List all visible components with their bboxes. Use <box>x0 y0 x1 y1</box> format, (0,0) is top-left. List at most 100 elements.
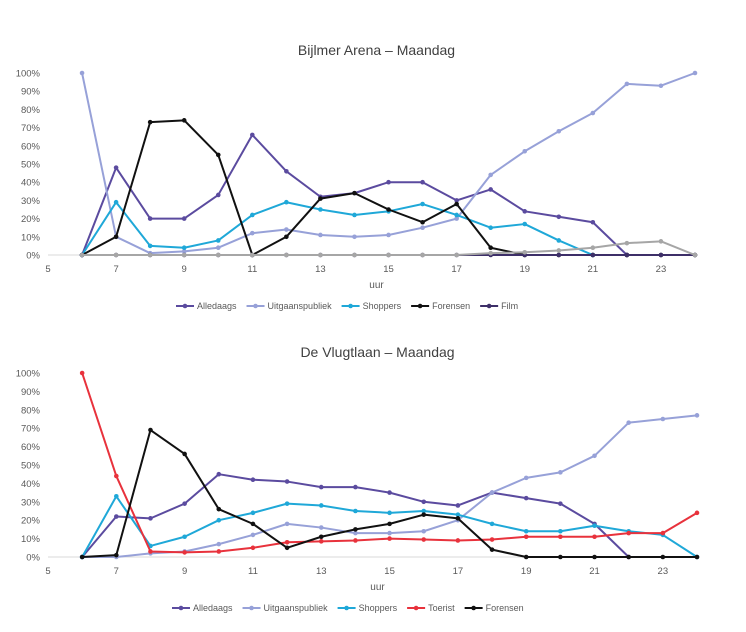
data-point-toerist <box>114 473 119 479</box>
data-point-shoppers <box>387 510 392 516</box>
legend-label-toerist: Toerist <box>428 603 455 613</box>
data-point-series-6 <box>386 252 391 258</box>
data-point-toerist <box>216 549 222 554</box>
x-tick-label: 15 <box>383 264 394 275</box>
y-tick-label: 60% <box>21 442 41 453</box>
y-tick-label: 80% <box>21 405 41 416</box>
data-point-alledaags <box>284 168 289 174</box>
data-point-forensen <box>420 219 425 225</box>
data-point-forensen <box>421 512 427 517</box>
data-point-toerist <box>626 530 631 536</box>
data-point-toerist <box>250 545 256 551</box>
data-point-uitgaanspubliek <box>181 249 187 254</box>
data-point-uitgaanspubliek <box>284 521 290 527</box>
data-point-shoppers <box>420 201 425 207</box>
data-point-shoppers <box>454 212 459 218</box>
y-tick-label: 0% <box>26 553 40 564</box>
data-point-shoppers <box>250 510 256 516</box>
x-tick-label: 9 <box>182 566 187 577</box>
data-point-uitgaanspubliek <box>420 225 425 230</box>
data-point-forensen <box>558 554 563 560</box>
data-point-series-6 <box>147 252 153 258</box>
data-point-forensen <box>318 196 323 201</box>
data-point-alledaags <box>590 219 596 225</box>
data-point-alledaags <box>181 216 187 221</box>
data-point-shoppers <box>592 523 597 529</box>
x-axis-label: uur <box>369 280 384 291</box>
data-point-uitgaanspubliek <box>523 475 529 481</box>
data-point-uitgaanspubliek <box>215 245 221 251</box>
y-tick-label: 90% <box>21 87 41 98</box>
series-line-uitgaanspubliek <box>81 72 696 255</box>
legend-label-alledaags: Alledaags <box>197 301 237 311</box>
data-point-forensen <box>352 190 357 196</box>
legend-label-forensen: Forensen <box>432 301 470 311</box>
x-tick-label: 19 <box>519 264 530 275</box>
y-tick-label: 20% <box>21 214 41 225</box>
legend-label-uitgaanspubliek: Uitgaanspubliek <box>264 603 329 613</box>
y-tick-label: 0% <box>26 251 40 262</box>
x-axis-label: uur <box>370 582 385 593</box>
data-point-uitgaanspubliek <box>318 525 324 530</box>
data-point-uitgaanspubliek <box>624 81 630 87</box>
data-point-shoppers <box>216 517 222 523</box>
data-point-alledaags <box>522 209 528 214</box>
data-point-uitgaanspubliek <box>694 413 700 418</box>
legend-label-film: Film <box>501 301 518 311</box>
data-point-uitgaanspubliek <box>79 70 85 76</box>
data-point-toerist <box>523 534 529 540</box>
legend-marker-toerist <box>413 605 419 611</box>
y-tick-label: 40% <box>21 178 41 189</box>
data-point-uitgaanspubliek <box>386 232 391 238</box>
data-point-series-6 <box>692 252 698 258</box>
data-point-uitgaanspubliek <box>352 234 357 240</box>
legend-marker-uitgaanspubliek <box>253 303 258 309</box>
data-point-forensen <box>489 547 495 552</box>
data-point-alledaags <box>556 214 562 220</box>
data-point-shoppers <box>421 508 427 514</box>
data-point-forensen <box>182 451 187 457</box>
data-point-forensen <box>215 152 221 158</box>
data-point-alledaags <box>420 179 425 185</box>
data-point-alledaags <box>284 479 290 484</box>
data-point-shoppers <box>284 199 289 205</box>
series-alledaags <box>79 471 631 560</box>
data-point-uitgaanspubliek <box>250 532 256 538</box>
data-point-uitgaanspubliek <box>660 416 666 422</box>
data-point-series-6 <box>113 252 119 258</box>
data-point-uitgaanspubliek <box>216 541 222 547</box>
data-point-forensen <box>284 234 289 240</box>
data-point-series-6 <box>79 252 85 258</box>
series-uitgaanspubliek <box>79 70 698 256</box>
data-point-series-6 <box>181 252 187 258</box>
y-tick-label: 20% <box>21 516 41 527</box>
y-tick-label: 70% <box>21 424 41 435</box>
data-point-uitgaanspubliek <box>387 530 392 536</box>
data-point-series-6 <box>250 252 255 258</box>
x-tick-label: 7 <box>113 264 118 275</box>
data-point-uitgaanspubliek <box>692 70 698 76</box>
data-point-shoppers <box>558 528 563 534</box>
series-shoppers <box>79 199 596 258</box>
data-point-alledaags <box>216 471 222 477</box>
y-tick-label: 50% <box>21 160 41 171</box>
data-point-series-6 <box>284 252 289 258</box>
data-point-alledaags <box>523 495 529 501</box>
x-tick-label: 9 <box>182 264 187 275</box>
data-point-uitgaanspubliek <box>556 128 562 134</box>
data-point-alledaags <box>454 198 459 203</box>
x-tick-label: 21 <box>588 264 599 275</box>
data-point-shoppers <box>147 243 153 249</box>
chart-title: Bijlmer Arena – Maandag <box>298 42 455 58</box>
legend-marker-forensen <box>417 303 423 309</box>
data-point-series-6 <box>318 252 323 258</box>
data-point-alledaags <box>455 503 461 508</box>
data-point-forensen <box>147 119 153 125</box>
data-point-shoppers <box>113 199 119 205</box>
data-point-alledaags <box>113 165 119 170</box>
y-tick-label: 100% <box>16 369 41 380</box>
data-point-toerist <box>284 539 290 545</box>
y-tick-label: 40% <box>21 479 41 490</box>
